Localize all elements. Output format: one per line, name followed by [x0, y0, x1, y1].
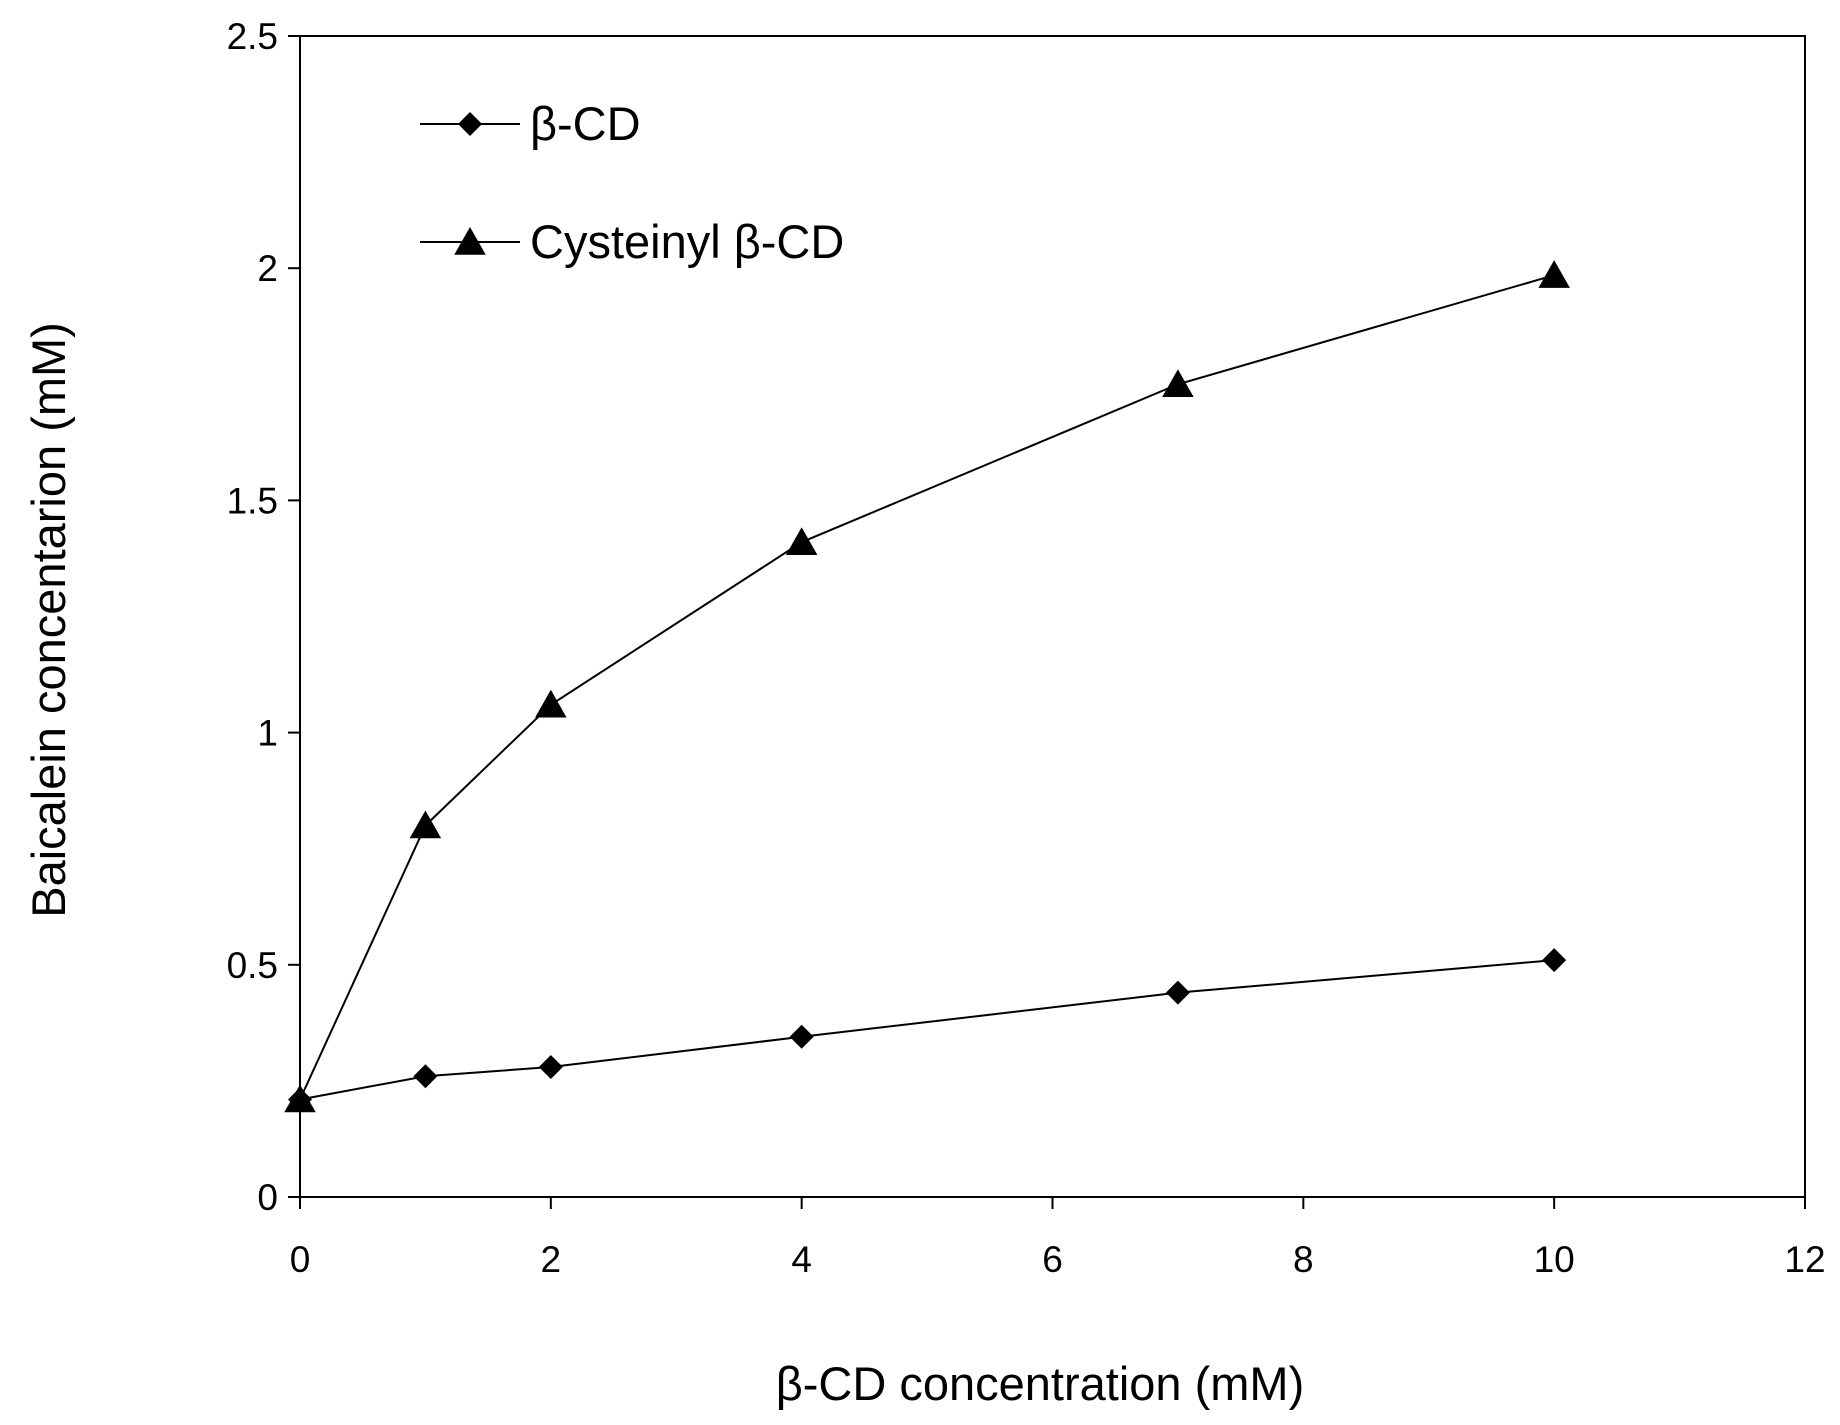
plot-frame	[299, 35, 1806, 1198]
y-tick-label: 2.5	[227, 16, 278, 57]
data-point-triangle	[535, 689, 567, 718]
y-axis-title: Baicalein concentarion (mM)	[22, 322, 75, 918]
series-layer	[284, 260, 1570, 1113]
legend-entry: β-CD	[420, 97, 641, 150]
legend-entry: Cysteinyl β-CD	[420, 215, 844, 268]
data-point-triangle	[785, 527, 818, 555]
y-axis-ticks: 0 0.5 1 1.5 2 2.5	[227, 16, 300, 1218]
x-axis-ticks: 0 2 4 6 8 10 12	[290, 1197, 1826, 1280]
legend-label: β-CD	[530, 97, 641, 150]
data-point-triangle	[1162, 369, 1194, 398]
data-point-diamond	[538, 1054, 563, 1079]
y-tick-label: 0.5	[227, 945, 278, 986]
data-point-triangle	[1538, 260, 1570, 288]
data-point-diamond	[413, 1064, 438, 1089]
data-point-diamond	[789, 1024, 814, 1049]
data-point-diamond	[1542, 948, 1567, 973]
legend-marker-diamond	[458, 112, 482, 136]
x-tick-label: 2	[541, 1239, 562, 1280]
x-tick-label: 0	[290, 1239, 311, 1280]
x-axis-title: β-CD concentration (mM)	[776, 1357, 1304, 1410]
legend-marker-triangle	[454, 227, 486, 255]
x-tick-label: 10	[1534, 1239, 1575, 1280]
legend: β-CD Cysteinyl β-CD	[420, 97, 844, 268]
series-line	[299, 274, 1555, 1100]
y-tick-label: 1.5	[227, 480, 278, 521]
x-tick-label: 8	[1293, 1239, 1314, 1280]
data-point-triangle	[284, 1084, 316, 1113]
data-point-triangle	[409, 810, 442, 839]
series-beta-cd	[288, 948, 1567, 1112]
y-tick-label: 0	[257, 1177, 278, 1218]
legend-label: Cysteinyl β-CD	[530, 215, 844, 268]
x-tick-label: 12	[1784, 1239, 1825, 1280]
series-cysteinyl-beta-cd	[284, 260, 1570, 1113]
x-tick-label: 4	[791, 1239, 812, 1280]
x-tick-label: 6	[1042, 1239, 1063, 1280]
series-line	[299, 959, 1555, 1101]
data-point-diamond	[1165, 980, 1190, 1005]
y-tick-label: 1	[257, 713, 278, 754]
y-tick-label: 2	[257, 248, 278, 289]
